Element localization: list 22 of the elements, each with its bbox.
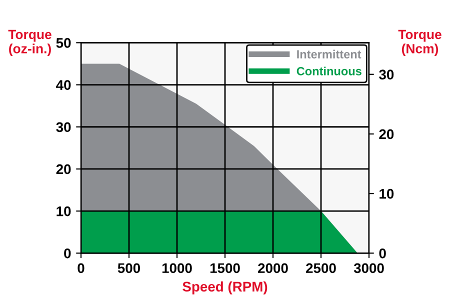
x-axis-title: Speed (RPM): [182, 281, 268, 294]
x-tick-label: 1000: [162, 263, 192, 274]
x-tick-label: 0: [78, 263, 84, 274]
legend-label: Continuous: [296, 66, 362, 76]
y2-tick-label: 0: [379, 248, 386, 258]
y2-tick-label: 10: [380, 188, 394, 199]
y2-tick-label: 20: [379, 129, 394, 140]
y-tick-label: 20: [56, 164, 71, 174]
legend-label: Intermittent: [297, 50, 362, 58]
x-tick-label: 1500: [210, 263, 240, 274]
y-tick-label: 40: [56, 80, 71, 90]
y-tick-label: 30: [56, 122, 71, 132]
x-tick-label: 3000: [354, 263, 384, 274]
y-tick-label: 10: [56, 206, 71, 216]
x-tick-label: 500: [118, 263, 140, 274]
y2-axis-title: Torque (Ncm): [398, 30, 442, 56]
y-tick-label: 50: [56, 38, 71, 48]
x-tick-label: 2000: [258, 263, 288, 274]
y-axis-title: Torque (oz-in.): [8, 30, 52, 56]
y-tick-label: 0: [64, 248, 71, 258]
y2-tick-label: 30: [379, 70, 394, 80]
x-tick-label: 2500: [306, 263, 336, 274]
